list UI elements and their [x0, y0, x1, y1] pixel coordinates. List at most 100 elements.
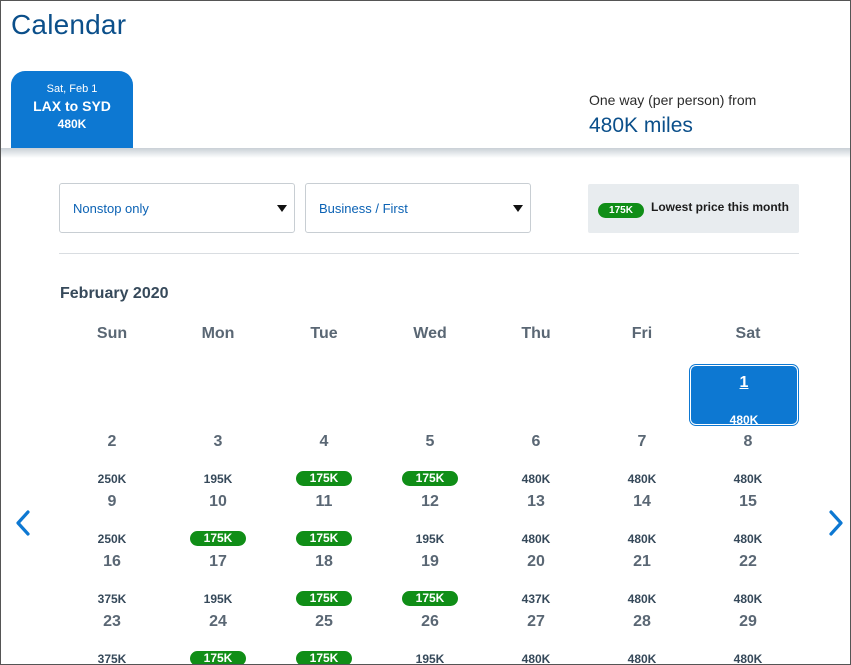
calendar-day-21[interactable]: 21 480K — [589, 553, 695, 611]
next-month-button[interactable] — [826, 509, 846, 537]
day-number: 27 — [527, 613, 545, 630]
caret-down-icon — [277, 205, 287, 212]
calendar-day-18[interactable]: 18 175K — [271, 553, 377, 611]
lowest-price-pill: 175K — [296, 651, 352, 664]
day-number: 4 — [319, 433, 329, 450]
trip-tab-lax-syd[interactable]: Sat, Feb 1 LAX to SYD 480K — [11, 71, 133, 151]
calendar-day-28[interactable]: 28 480K — [589, 613, 695, 665]
day-price: 480K — [729, 413, 759, 427]
calendar-day-9[interactable]: 9 250K — [59, 493, 165, 551]
day-price: 480K — [733, 472, 763, 486]
lowest-price-pill: 175K — [296, 531, 352, 546]
weekday-sun: Sun — [96, 325, 128, 342]
legend-text: Lowest price this month — [651, 200, 790, 214]
calendar-day-29[interactable]: 29 480K — [695, 613, 801, 665]
trip-date: Sat, Feb 1 — [46, 83, 98, 95]
calendar-day-16[interactable]: 16 375K — [59, 553, 165, 611]
day-number: 24 — [209, 613, 227, 630]
chevron-left-icon — [16, 510, 30, 536]
trip-route: LAX to SYD — [33, 98, 111, 114]
page-title: Calendar — [11, 9, 127, 40]
calendar-day-26[interactable]: 26 195K — [377, 613, 483, 665]
calendar-day-25[interactable]: 25 175K — [271, 613, 377, 664]
day-price: 480K — [521, 652, 551, 665]
calendar-day-23[interactable]: 23 375K — [59, 613, 165, 665]
stops-filter-select[interactable]: Nonstop only — [59, 183, 295, 233]
calendar-day-27[interactable]: 27 480K — [483, 613, 589, 665]
caret-down-icon — [513, 205, 523, 212]
calendar-day-5[interactable]: 5 175K — [377, 433, 483, 491]
day-number: 8 — [743, 433, 753, 450]
weekday-sat: Sat — [735, 325, 761, 342]
day-price: 480K — [733, 652, 763, 665]
day-number: 3 — [213, 433, 223, 450]
calendar-day-8[interactable]: 8 480K — [695, 433, 801, 491]
day-number: 5 — [425, 433, 435, 450]
day-number: 19 — [421, 553, 439, 570]
day-number: 13 — [527, 493, 545, 510]
chevron-right-icon — [829, 510, 843, 536]
lowest-price-pill: 175K — [296, 591, 352, 606]
weekday-mon: Mon — [201, 325, 235, 342]
lowest-price-legend: 175K Lowest price this month — [588, 184, 799, 233]
day-number: 2 — [107, 433, 117, 450]
day-number: 28 — [633, 613, 651, 630]
day-number: 6 — [531, 433, 541, 450]
calendar-day-2[interactable]: 2 250K — [59, 433, 165, 491]
day-price: 195K — [203, 472, 233, 486]
day-number: 14 — [633, 493, 651, 510]
weekday-thu: Thu — [521, 325, 551, 342]
day-price: 480K — [627, 472, 657, 486]
day-number: 22 — [739, 553, 757, 570]
cabin-filter-value: Business / First — [319, 201, 408, 216]
fare-summary-label: One way (per person) from — [589, 92, 757, 108]
day-price: 375K — [97, 652, 127, 665]
day-price: 480K — [733, 532, 763, 546]
lowest-price-pill: 175K — [402, 471, 458, 486]
calendar-day-12[interactable]: 12 195K — [377, 493, 483, 551]
day-number: 23 — [103, 613, 121, 630]
previous-month-button[interactable] — [13, 509, 33, 537]
day-number: 9 — [107, 493, 117, 510]
day-price: 480K — [521, 532, 551, 546]
day-number: 15 — [739, 493, 757, 510]
calendar-day-22[interactable]: 22 480K — [695, 553, 801, 611]
calendar-day-20[interactable]: 20 437K — [483, 553, 589, 611]
day-number: 7 — [637, 433, 647, 450]
lowest-price-pill: 175K — [190, 651, 246, 664]
day-price: 480K — [627, 652, 657, 665]
calendar-day-11[interactable]: 11 175K — [271, 493, 377, 551]
weekday-tue: Tue — [310, 325, 338, 342]
calendar-day-7[interactable]: 7 480K — [589, 433, 695, 491]
calendar-day-1[interactable]: 1 480K — [691, 366, 797, 427]
day-price: 195K — [415, 652, 445, 665]
lowest-price-pill: 175K — [190, 531, 246, 546]
day-price: 437K — [521, 592, 551, 606]
day-number: 29 — [739, 613, 757, 630]
calendar-day-17[interactable]: 17 195K — [165, 553, 271, 611]
calendar-day-13[interactable]: 13 480K — [483, 493, 589, 551]
calendar-day-3[interactable]: 3 195K — [165, 433, 271, 491]
weekday-fri: Fri — [631, 325, 653, 342]
day-price: 195K — [203, 592, 233, 606]
calendar-day-14[interactable]: 14 480K — [589, 493, 695, 551]
calendar-day-6[interactable]: 6 480K — [483, 433, 589, 491]
calendar-day-4[interactable]: 4 175K — [271, 433, 377, 491]
day-price: 480K — [627, 532, 657, 546]
calendar-day-19[interactable]: 19 175K — [377, 553, 483, 611]
day-number: 26 — [421, 613, 439, 630]
calendar-day-24[interactable]: 24 175K — [165, 613, 271, 664]
weekday-wed: Wed — [413, 325, 447, 342]
legend-price-pill: 175K — [598, 203, 644, 218]
day-price: 480K — [627, 592, 657, 606]
calendar-day-15[interactable]: 15 480K — [695, 493, 801, 551]
day-number: 17 — [209, 553, 227, 570]
lowest-price-pill: 175K — [402, 591, 458, 606]
day-number: 25 — [315, 613, 333, 630]
calendar-day-10[interactable]: 10 175K — [165, 493, 271, 551]
day-number: 12 — [421, 493, 439, 510]
day-number: 11 — [315, 493, 333, 510]
cabin-filter-select[interactable]: Business / First — [305, 183, 531, 233]
stops-filter-value: Nonstop only — [73, 201, 149, 216]
